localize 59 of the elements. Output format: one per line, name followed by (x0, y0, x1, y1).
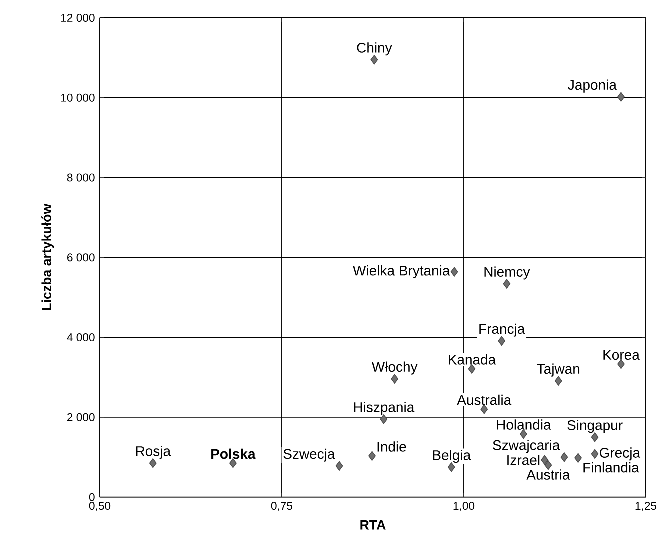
annotation: Tajwan (537, 364, 580, 377)
point (618, 360, 625, 370)
point (230, 458, 237, 468)
point (541, 455, 548, 465)
annotation: Izrael (508, 455, 540, 466)
annotation: Chiny (357, 42, 392, 56)
annotation: Francja (480, 324, 526, 337)
annotation: Korea (604, 350, 640, 360)
y-tick-label: 6 000 (68, 254, 95, 262)
x-tick-label: 0,75 (271, 502, 293, 512)
point (368, 451, 376, 461)
point (480, 404, 488, 414)
point (618, 92, 625, 102)
annotation: Szwecja (284, 448, 336, 462)
point (591, 449, 599, 459)
point (560, 452, 568, 462)
y-tick-label: 2 000 (67, 413, 95, 422)
annotation: Holandia (497, 420, 552, 430)
x-tick-label: 0,50 (89, 502, 111, 512)
point (380, 414, 388, 424)
annotation: Niemcy (484, 266, 530, 280)
annotation: Wielka Brytania (353, 266, 450, 279)
point (450, 267, 458, 277)
annotation: Australia (457, 394, 512, 406)
annotation: Polska (212, 448, 256, 460)
x-axis-title: RTA (360, 520, 386, 530)
annotation: Kanada (449, 354, 496, 365)
y-tick-label: 0 (89, 493, 95, 502)
y-tick-label: 10 000 (61, 94, 95, 102)
annotation: Hiszpania (354, 402, 415, 416)
point (370, 55, 378, 65)
annotation: Grecja (600, 448, 641, 461)
y-tick-label: 4 000 (67, 334, 95, 342)
annotation: Finlandia (584, 462, 640, 473)
point (468, 364, 476, 374)
annotation: Japonia (568, 80, 617, 93)
y-tick-label: 12 000 (61, 14, 95, 22)
annotation: Rosja (136, 446, 172, 460)
y-tick-label: 8 000 (67, 174, 95, 182)
annotation: Austria (526, 470, 570, 480)
annotation: Belgia (433, 450, 472, 464)
point (591, 432, 599, 442)
annotation: Indie (378, 442, 406, 452)
point (544, 460, 552, 470)
point (498, 336, 506, 346)
annotation: Włochy (372, 362, 418, 375)
point (336, 461, 344, 471)
annotation: Szwajcaria (493, 440, 560, 454)
point (554, 376, 562, 386)
point (391, 374, 399, 384)
x-tick-label: 1,25 (636, 502, 657, 512)
annotation: Singapur (568, 420, 623, 434)
point (574, 453, 582, 463)
point (149, 458, 157, 468)
point (448, 462, 456, 472)
point (503, 279, 511, 289)
y-axis-title: Liczba artykułów (42, 204, 54, 310)
point (520, 429, 528, 440)
x-tick-label: 1,00 (454, 502, 475, 512)
